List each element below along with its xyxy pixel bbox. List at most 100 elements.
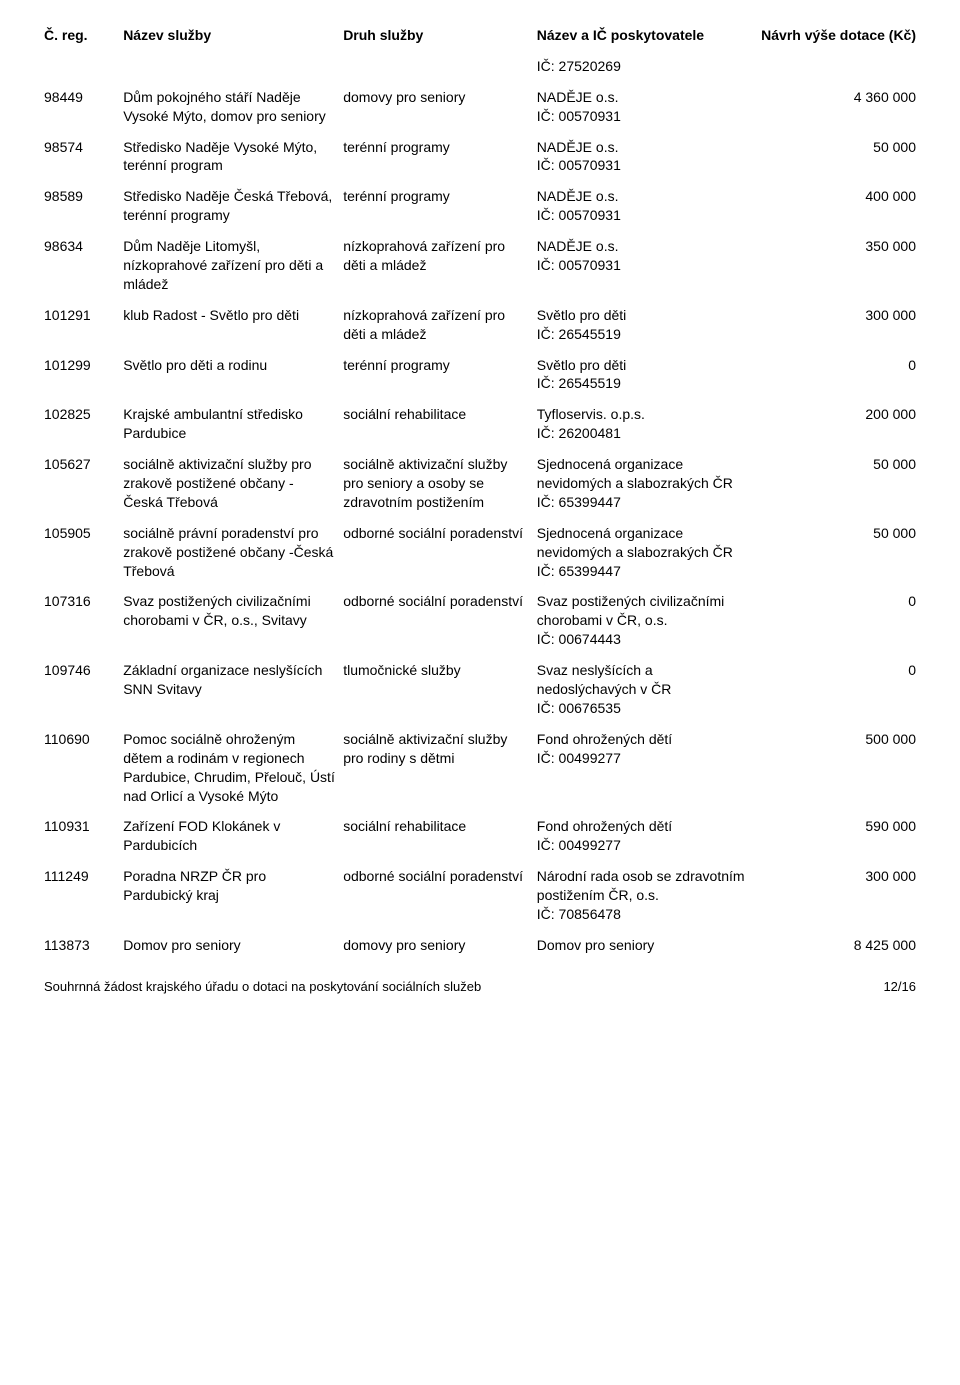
col-name-header: Název služby <box>119 20 339 51</box>
cell-provider: Sjednocená organizace nevidomých a slabo… <box>533 449 753 518</box>
cell-type: sociální rehabilitace <box>339 399 533 449</box>
cell-amount: 200 000 <box>753 399 920 449</box>
cell-name: Světlo pro děti a rodinu <box>119 350 339 400</box>
table-row: 105905sociálně právní poradenství pro zr… <box>40 518 920 587</box>
table-row-carryover: IČ: 27520269 <box>40 51 920 82</box>
cell-type: domovy pro seniory <box>339 930 533 961</box>
cell-type: nízkoprahová zařízení pro děti a mládež <box>339 300 533 350</box>
cell-reg: 111249 <box>40 861 119 930</box>
cell-name: klub Radost - Světlo pro děti <box>119 300 339 350</box>
services-table: Č. reg. Název služby Druh služby Název a… <box>40 20 920 961</box>
cell-type: odborné sociální poradenství <box>339 518 533 587</box>
cell-type: terénní programy <box>339 350 533 400</box>
cell-name: Zařízení FOD Klokánek v Pardubicích <box>119 811 339 861</box>
table-row: 98574Středisko Naděje Vysoké Mýto, terén… <box>40 132 920 182</box>
cell-type <box>339 51 533 82</box>
cell-reg: 113873 <box>40 930 119 961</box>
cell-provider: NADĚJE o.s. IČ: 00570931 <box>533 231 753 300</box>
cell-type: tlumočnické služby <box>339 655 533 724</box>
cell-name: Základní organizace neslyšících SNN Svit… <box>119 655 339 724</box>
cell-amount: 300 000 <box>753 861 920 930</box>
cell-provider: NADĚJE o.s. IČ: 00570931 <box>533 181 753 231</box>
cell-type: domovy pro seniory <box>339 82 533 132</box>
cell-name: Svaz postižených civilizačními chorobami… <box>119 586 339 655</box>
table-row: 98589Středisko Naděje Česká Třebová, ter… <box>40 181 920 231</box>
cell-amount: 350 000 <box>753 231 920 300</box>
cell-provider: Sjednocená organizace nevidomých a slabo… <box>533 518 753 587</box>
cell-type: odborné sociální poradenství <box>339 586 533 655</box>
footer-page: 12/16 <box>883 979 916 994</box>
page-footer: Souhrnná žádost krajského úřadu o dotaci… <box>40 979 920 994</box>
cell-reg: 109746 <box>40 655 119 724</box>
cell-provider: NADĚJE o.s. IČ: 00570931 <box>533 132 753 182</box>
cell-name: Krajské ambulantní středisko Pardubice <box>119 399 339 449</box>
table-body: IČ: 27520269 98449Dům pokojného stáří Na… <box>40 51 920 961</box>
col-prov-header: Název a IČ poskytovatele <box>533 20 753 51</box>
cell-amount: 4 360 000 <box>753 82 920 132</box>
cell-amount: 0 <box>753 655 920 724</box>
cell-reg: 110690 <box>40 724 119 812</box>
cell-provider: Světlo pro děti IČ: 26545519 <box>533 300 753 350</box>
cell-reg: 101291 <box>40 300 119 350</box>
table-row: 98634Dům Naděje Litomyšl, nízkoprahové z… <box>40 231 920 300</box>
cell-type: sociálně aktivizační služby pro seniory … <box>339 449 533 518</box>
cell-amount: 50 000 <box>753 449 920 518</box>
table-row: 111249Poradna NRZP ČR pro Pardubický kra… <box>40 861 920 930</box>
cell-reg: 102825 <box>40 399 119 449</box>
cell-provider: Domov pro seniory <box>533 930 753 961</box>
col-amt-header: Návrh výše dotace (Kč) <box>753 20 920 51</box>
table-row: 98449Dům pokojného stáří Naděje Vysoké M… <box>40 82 920 132</box>
table-row: 109746Základní organizace neslyšících SN… <box>40 655 920 724</box>
cell-reg: 98449 <box>40 82 119 132</box>
cell-type: terénní programy <box>339 132 533 182</box>
cell-provider: IČ: 27520269 <box>533 51 753 82</box>
cell-name: Středisko Naděje Česká Třebová, terénní … <box>119 181 339 231</box>
cell-name: sociálně právní poradenství pro zrakově … <box>119 518 339 587</box>
cell-amount: 0 <box>753 350 920 400</box>
cell-type: terénní programy <box>339 181 533 231</box>
table-row: 102825Krajské ambulantní středisko Pardu… <box>40 399 920 449</box>
cell-amount: 300 000 <box>753 300 920 350</box>
cell-name: Poradna NRZP ČR pro Pardubický kraj <box>119 861 339 930</box>
col-reg-header: Č. reg. <box>40 20 119 51</box>
table-row: 110690Pomoc sociálně ohroženým dětem a r… <box>40 724 920 812</box>
cell-provider: Tyfloservis. o.p.s. IČ: 26200481 <box>533 399 753 449</box>
cell-reg <box>40 51 119 82</box>
cell-reg: 105905 <box>40 518 119 587</box>
cell-type: nízkoprahová zařízení pro děti a mládež <box>339 231 533 300</box>
cell-amount: 590 000 <box>753 811 920 861</box>
table-header: Č. reg. Název služby Druh služby Název a… <box>40 20 920 51</box>
cell-provider: Svaz neslyšících a nedoslýchavých v ČR I… <box>533 655 753 724</box>
cell-reg: 98574 <box>40 132 119 182</box>
table-row: 107316Svaz postižených civilizačními cho… <box>40 586 920 655</box>
cell-amount: 400 000 <box>753 181 920 231</box>
cell-amount: 8 425 000 <box>753 930 920 961</box>
table-row: 113873Domov pro seniorydomovy pro senior… <box>40 930 920 961</box>
cell-provider: Světlo pro děti IČ: 26545519 <box>533 350 753 400</box>
cell-reg: 105627 <box>40 449 119 518</box>
cell-name <box>119 51 339 82</box>
table-row: 110931Zařízení FOD Klokánek v Pardubicíc… <box>40 811 920 861</box>
cell-name: Středisko Naděje Vysoké Mýto, terénní pr… <box>119 132 339 182</box>
cell-name: Dům pokojného stáří Naděje Vysoké Mýto, … <box>119 82 339 132</box>
cell-provider: Fond ohrožených dětí IČ: 00499277 <box>533 724 753 812</box>
table-row: 101291klub Radost - Světlo pro dětinízko… <box>40 300 920 350</box>
cell-type: odborné sociální poradenství <box>339 861 533 930</box>
table-row: 101299Světlo pro děti a rodinuterénní pr… <box>40 350 920 400</box>
cell-amount: 500 000 <box>753 724 920 812</box>
cell-type: sociální rehabilitace <box>339 811 533 861</box>
cell-reg: 110931 <box>40 811 119 861</box>
cell-name: Dům Naděje Litomyšl, nízkoprahové zaříze… <box>119 231 339 300</box>
footer-text: Souhrnná žádost krajského úřadu o dotaci… <box>44 979 481 994</box>
cell-provider: Svaz postižených civilizačními chorobami… <box>533 586 753 655</box>
cell-reg: 107316 <box>40 586 119 655</box>
cell-name: Domov pro seniory <box>119 930 339 961</box>
cell-reg: 98634 <box>40 231 119 300</box>
table-row: 105627sociálně aktivizační služby pro zr… <box>40 449 920 518</box>
cell-amount: 0 <box>753 586 920 655</box>
cell-name: Pomoc sociálně ohroženým dětem a rodinám… <box>119 724 339 812</box>
cell-reg: 101299 <box>40 350 119 400</box>
cell-provider: NADĚJE o.s. IČ: 00570931 <box>533 82 753 132</box>
cell-type: sociálně aktivizační služby pro rodiny s… <box>339 724 533 812</box>
cell-amount: 50 000 <box>753 518 920 587</box>
